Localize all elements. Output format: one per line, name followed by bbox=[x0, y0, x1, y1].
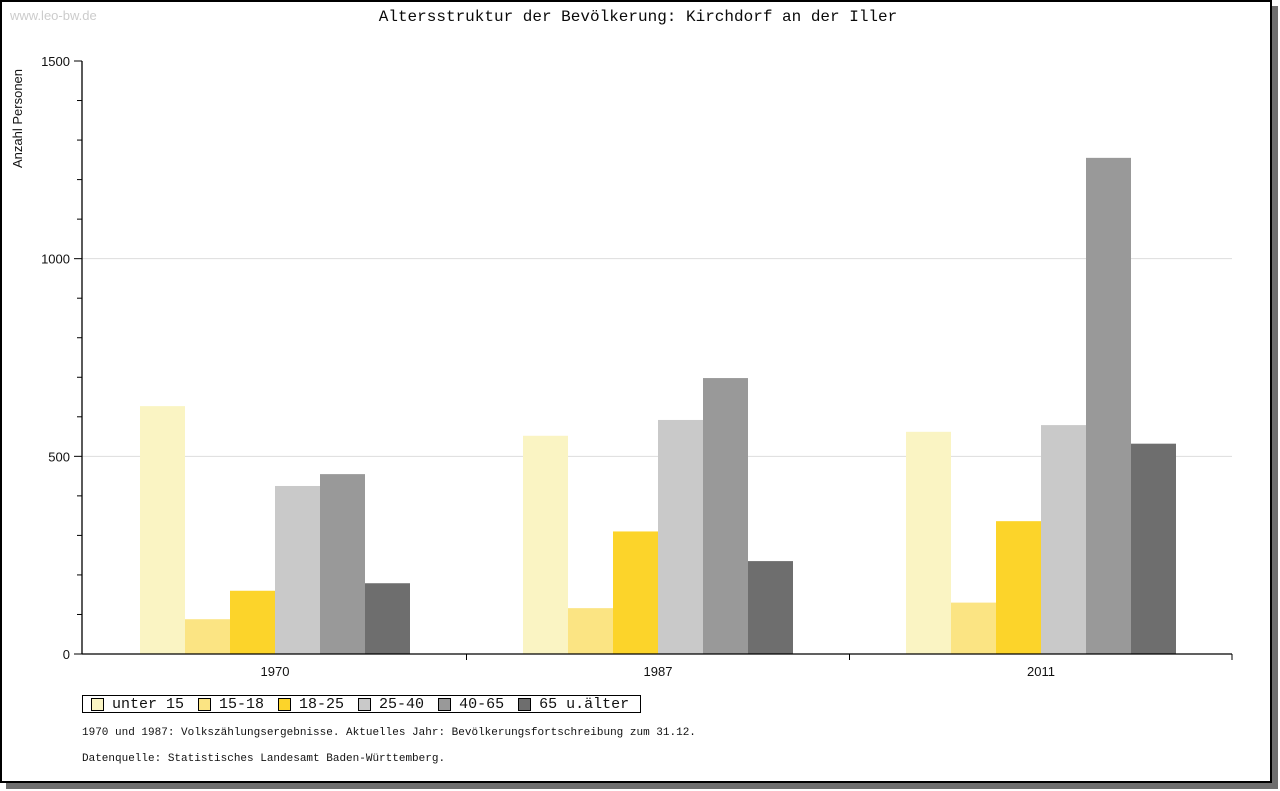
svg-text:1500: 1500 bbox=[41, 54, 70, 69]
svg-text:1987: 1987 bbox=[644, 664, 673, 679]
svg-text:2011: 2011 bbox=[1027, 664, 1055, 679]
svg-text:1000: 1000 bbox=[41, 252, 70, 267]
svg-text:0: 0 bbox=[63, 647, 70, 662]
svg-text:500: 500 bbox=[48, 449, 70, 464]
svg-text:1970: 1970 bbox=[261, 664, 290, 679]
